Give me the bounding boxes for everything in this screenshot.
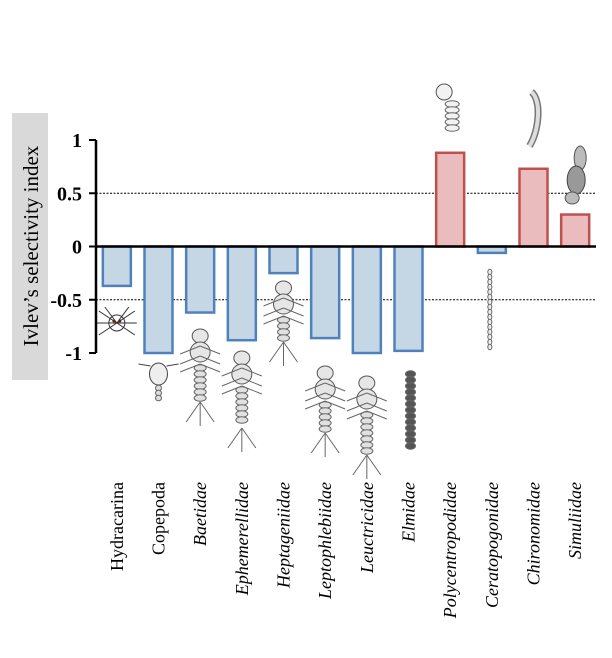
bar-baetidae bbox=[184, 245, 216, 314]
category-label: Hydracarina bbox=[107, 482, 127, 571]
y-axis-label-box bbox=[12, 113, 48, 380]
bar-chironomidae bbox=[518, 167, 549, 248]
bar-hydracarina bbox=[101, 245, 133, 288]
baetidae-illustration bbox=[179, 328, 221, 426]
bars bbox=[101, 151, 591, 355]
category-label: Leuctricidae bbox=[357, 482, 377, 574]
y-tick-label: -0.5 bbox=[50, 290, 82, 312]
heptageniidae-illustration bbox=[263, 280, 304, 366]
category-label: Elmidae bbox=[399, 482, 419, 543]
simuliidae-illustration bbox=[564, 145, 587, 205]
y-tick-label: 0 bbox=[72, 237, 82, 259]
category-label: Baetidae bbox=[190, 482, 210, 546]
category-label: Simuliidae bbox=[565, 482, 585, 559]
bar-elmidae bbox=[393, 245, 424, 353]
category-labels: Hydracarina Copepoda Baetidae Ephemerellida… bbox=[107, 482, 585, 619]
category-label: Ephemerellidae bbox=[232, 482, 252, 596]
bar-leuctricidae bbox=[351, 245, 383, 355]
bar-copepoda bbox=[143, 245, 174, 355]
leuctricidae-illustration bbox=[346, 375, 388, 479]
y-axis-label-group: Ivlev’s selectivity index bbox=[12, 113, 48, 380]
reference-lines bbox=[96, 192, 596, 301]
elmidae-illustration bbox=[405, 370, 416, 450]
copepod-illustration bbox=[138, 362, 179, 402]
category-label: Ceratopogonidae bbox=[482, 482, 502, 608]
category-label: Leptophlebiidae bbox=[315, 482, 335, 600]
ephemerellidae-illustration bbox=[221, 350, 263, 452]
bar-leptophlebiidae bbox=[309, 245, 341, 340]
bar-simuliidae bbox=[559, 213, 591, 248]
category-label: Heptageniidae bbox=[274, 482, 294, 589]
insect-illustrations bbox=[96, 83, 587, 479]
y-tick-label: 1 bbox=[72, 130, 82, 152]
y-axis-ticks: 1 0.5 0 -0.5 -1 bbox=[50, 130, 96, 365]
chironomidae-illustration bbox=[526, 89, 542, 148]
mite-illustration bbox=[96, 306, 137, 336]
polycentropodidae-illustration bbox=[435, 83, 460, 132]
y-tick-label: -1 bbox=[65, 343, 82, 365]
category-label: Copepoda bbox=[149, 482, 169, 555]
category-label: Polycentropodidae bbox=[440, 482, 460, 619]
bar-heptageniidae bbox=[268, 245, 299, 275]
bar-polycentropodidae bbox=[434, 151, 466, 248]
leptophlebiidae-illustration bbox=[304, 365, 346, 457]
ceratopogonidae-illustration bbox=[487, 268, 493, 351]
y-axis-label: Ivlev’s selectivity index bbox=[19, 145, 43, 346]
category-label: Chironomidae bbox=[524, 482, 544, 585]
bar-ephemerellidae bbox=[226, 245, 258, 342]
y-tick-label: 0.5 bbox=[57, 183, 82, 205]
